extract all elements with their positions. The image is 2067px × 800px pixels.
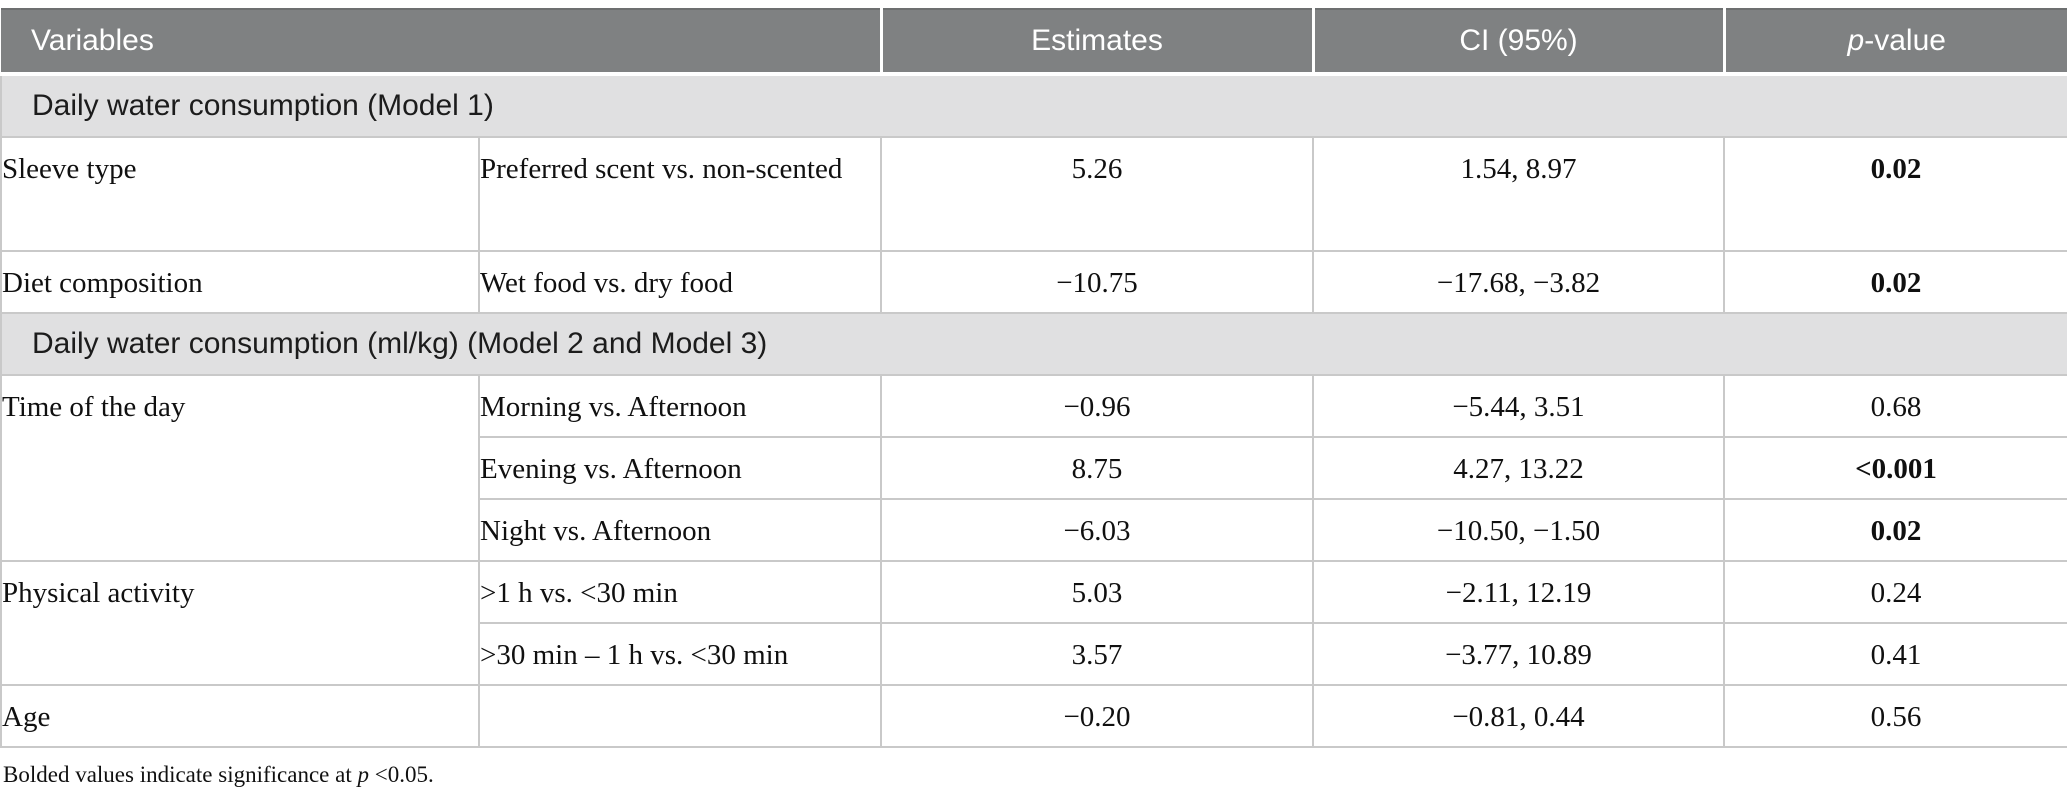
cell-ci: −2.11, 12.19 <box>1312 560 1725 624</box>
cell-ci: −5.44, 3.51 <box>1312 374 1725 438</box>
cell-comparison: Wet food vs. dry food <box>478 250 882 314</box>
col-header-ci: CI (95%) <box>1311 8 1724 76</box>
cell-comparison: Preferred scent vs. non-scented <box>478 136 882 252</box>
cell-comparison: >1 h vs. <30 min <box>478 560 882 624</box>
cell-estimate: −10.75 <box>880 250 1314 314</box>
col-header-p-value: p-value <box>1722 8 2067 76</box>
table-footnote: Bolded values indicate significance at p… <box>3 762 2067 788</box>
cell-estimate: 5.03 <box>880 560 1314 624</box>
footnote-prefix: Bolded values indicate significance at <box>3 762 358 787</box>
col-header-variables: Variables <box>1 8 881 76</box>
col-header-estimates: Estimates <box>879 8 1313 76</box>
cell-estimate: 5.26 <box>880 136 1314 252</box>
header-row: Variables Estimates CI (95%) p-value <box>1 8 2067 76</box>
cell-estimate: 8.75 <box>880 436 1314 500</box>
section-header-model2-3: Daily water consumption (ml/kg) (Model 2… <box>0 312 2067 376</box>
cell-group: Physical activity <box>0 560 480 686</box>
cell-comparison: >30 min – 1 h vs. <30 min <box>478 622 882 686</box>
section-title: Daily water consumption (Model 1) <box>0 73 2067 138</box>
table-row-time-evening: Evening vs. Afternoon 8.75 4.27, 13.22 <… <box>1 436 2067 500</box>
table-row-activity-30min: >30 min – 1 h vs. <30 min 3.57 −3.77, 10… <box>1 622 2067 686</box>
cell-p-value: 0.24 <box>1723 560 2067 624</box>
cell-ci: 1.54, 8.97 <box>1312 136 1725 252</box>
table-header: Variables Estimates CI (95%) p-value <box>1 8 2067 76</box>
cell-ci: −0.81, 0.44 <box>1312 684 1725 748</box>
table-row-age: Age −0.20 −0.81, 0.44 0.56 <box>0 684 2067 748</box>
cell-ci: 4.27, 13.22 <box>1312 436 1725 500</box>
cell-p-value: 0.02 <box>1723 498 2067 562</box>
cell-group: Diet composition <box>0 250 480 314</box>
cell-p-value: 0.02 <box>1723 250 2067 314</box>
cell-p-value: <0.001 <box>1723 436 2067 500</box>
cell-estimate: 3.57 <box>880 622 1314 686</box>
cell-p-value: 0.56 <box>1723 684 2067 748</box>
cell-p-value: 0.02 <box>1723 136 2067 252</box>
p-italic: p <box>357 762 369 787</box>
cell-comparison: Morning vs. Afternoon <box>478 374 882 438</box>
section-title: Daily water consumption (ml/kg) (Model 2… <box>0 312 2067 376</box>
cell-group: Age <box>0 684 480 748</box>
p-italic: p <box>1847 24 1865 57</box>
table-row-sleeve-type: Sleeve type Preferred scent vs. non-scen… <box>0 136 2067 252</box>
regression-results-table: Variables Estimates CI (95%) p-value Dai… <box>0 8 2067 748</box>
cell-estimate: −6.03 <box>880 498 1314 562</box>
cell-p-value: 0.68 <box>1723 374 2067 438</box>
footnote-suffix: <0.05. <box>368 762 434 787</box>
cell-ci: −17.68, −3.82 <box>1312 250 1725 314</box>
section-header-model1: Daily water consumption (Model 1) <box>0 73 2067 138</box>
cell-comparison: Evening vs. Afternoon <box>478 436 882 500</box>
table-row-activity-1h: Physical activity >1 h vs. <30 min 5.03 … <box>0 560 2067 686</box>
cell-estimate: −0.20 <box>880 684 1314 748</box>
table-body: Daily water consumption (Model 1) Sleeve… <box>0 73 2067 748</box>
cell-group: Time of the day <box>0 374 480 562</box>
cell-comparison: Night vs. Afternoon <box>478 498 882 562</box>
table-row-time-night: Night vs. Afternoon −6.03 −10.50, −1.50 … <box>1 498 2067 562</box>
cell-ci: −10.50, −1.50 <box>1312 498 1725 562</box>
cell-group: Sleeve type <box>0 136 480 252</box>
cell-ci: −3.77, 10.89 <box>1312 622 1725 686</box>
cell-estimate: −0.96 <box>880 374 1314 438</box>
table-row-time-morning: Time of the day Morning vs. Afternoon −0… <box>0 374 2067 562</box>
cell-p-value: 0.41 <box>1723 622 2067 686</box>
p-value-rest: -value <box>1864 24 1946 57</box>
table-row-diet-composition: Diet composition Wet food vs. dry food −… <box>0 250 2067 314</box>
cell-comparison <box>478 684 882 748</box>
